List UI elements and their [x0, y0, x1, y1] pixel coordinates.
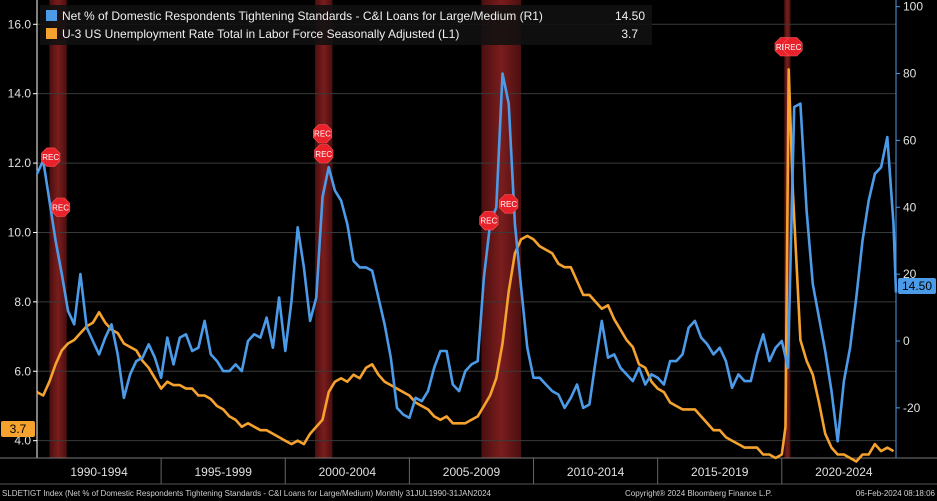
period-label: 1990-1994	[70, 465, 128, 479]
left-tick-label: 16.0	[8, 17, 32, 31]
unemployment-line	[36, 68, 895, 463]
period-label: 2000-2004	[319, 465, 377, 479]
legend-value-tightening: 14.50	[615, 9, 645, 23]
rec-marker-label: REC	[480, 217, 497, 226]
left-tick-label: 14.0	[8, 87, 32, 101]
tightening-value-tag	[898, 278, 936, 294]
right-tick-label: 100	[903, 0, 923, 14]
tightening-value-tag-text: 14.50	[902, 279, 932, 293]
recession-band-1	[49, 0, 67, 458]
legend-swatch-orange	[46, 28, 57, 39]
legend-background	[40, 5, 652, 45]
left-axis-ticks: 4.0 6.0 8.0 10.0 12.0 14.0 16.0	[8, 17, 37, 448]
right-tick-label: 20	[903, 267, 917, 281]
right-tick-label: 80	[903, 67, 917, 81]
rec-marker-label: REC	[315, 150, 332, 159]
period-label: 2010-2014	[567, 465, 625, 479]
value-tags: 14.50 3.7	[1, 278, 936, 437]
series-lines	[35, 68, 898, 463]
unemployment-value-tag	[1, 421, 35, 437]
legend-label-tightening: Net % of Domestic Respondents Tightening…	[62, 9, 543, 23]
period-labels: 1990-1994 1995-1999 2000-2004 2005-2009 2010…	[70, 458, 873, 484]
left-tick-label: 4.0	[14, 434, 31, 448]
period-label: 2015-2019	[691, 465, 749, 479]
right-tick-label: 0	[903, 334, 910, 348]
rec-marker-label: REC	[52, 203, 69, 212]
axes	[0, 0, 937, 485]
footer-source: SLDETIGT Index (Net % of Domestic Respon…	[2, 489, 492, 498]
recession-band-2	[315, 0, 333, 458]
period-label: 2020-2024	[815, 465, 873, 479]
right-axis-ticks: -20 0 20 40 60 80 100	[896, 0, 923, 415]
legend-swatch-blue	[46, 10, 57, 21]
left-tick-label: 12.0	[8, 156, 32, 170]
left-tick-label: 10.0	[8, 225, 32, 239]
footer: SLDETIGT Index (Net % of Domestic Respon…	[2, 489, 936, 498]
rec-marker-label: REC	[314, 130, 331, 139]
rec-marker-label: REC	[785, 43, 802, 52]
footer-timestamp: 06-Feb-2024 08:18:06	[856, 489, 936, 498]
left-tick-label: 8.0	[14, 295, 31, 309]
tightening-line	[35, 72, 898, 443]
right-tick-label: 40	[903, 200, 917, 214]
rec-marker-5	[479, 211, 499, 231]
rec-marker-1	[41, 147, 61, 167]
period-label: 2005-2009	[443, 465, 501, 479]
period-label: 1995-1999	[195, 465, 253, 479]
rec-marker-6	[499, 194, 519, 214]
right-tick-label: 60	[903, 133, 917, 147]
left-tick-label: 6.0	[14, 364, 31, 378]
legend-label-unemployment: U-3 US Unemployment Rate Total in Labor …	[62, 27, 459, 41]
unemployment-value-tag-text: 3.7	[10, 422, 27, 436]
rec-marker-8	[783, 37, 803, 57]
legend-value-unemployment: 3.7	[621, 27, 638, 41]
rec-marker-label: REC	[500, 200, 517, 209]
recession-markers: RECRECRECRECRECRECRECREC	[41, 37, 803, 231]
rec-marker-4	[314, 144, 334, 164]
rec-marker-3	[312, 124, 333, 144]
legend: Net % of Domestic Respondents Tightening…	[40, 5, 652, 45]
rec-marker-label: REC	[42, 153, 59, 162]
footer-copyright: Copyright® 2024 Bloomberg Finance L.P.	[625, 489, 772, 498]
right-tick-label: -20	[903, 401, 921, 415]
rec-marker-2	[50, 197, 71, 217]
